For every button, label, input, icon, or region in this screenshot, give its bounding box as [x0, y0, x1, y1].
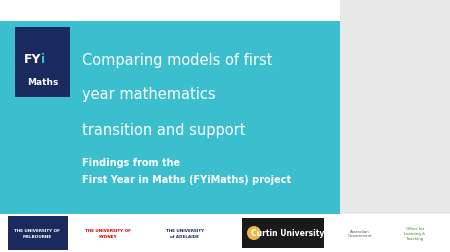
Text: FY: FY	[24, 53, 41, 66]
Bar	[0, 214, 450, 252]
Text: i: i	[41, 53, 45, 66]
Text: THE UNIVERSITY
of ADELAIDE: THE UNIVERSITY of ADELAIDE	[166, 229, 204, 238]
Bar	[340, 22, 450, 214]
Bar	[8, 216, 68, 250]
Text: Office for
Learning &
Teaching: Office for Learning & Teaching	[405, 227, 426, 240]
Circle shape	[247, 226, 261, 240]
Text: Maths: Maths	[27, 78, 58, 87]
Text: year mathematics: year mathematics	[82, 87, 216, 102]
Bar	[242, 218, 324, 248]
Bar	[340, 0, 450, 22]
Text: THE UNIVERSITY OF
SYDNEY: THE UNIVERSITY OF SYDNEY	[85, 229, 131, 238]
Text: transition and support: transition and support	[82, 122, 246, 137]
Text: Findings from the: Findings from the	[82, 158, 180, 167]
Bar	[15, 28, 70, 98]
Text: Comparing models of first: Comparing models of first	[82, 52, 273, 67]
Text: Australian
Government: Australian Government	[348, 229, 372, 237]
Text: THE UNIVERSITY OF
MELBOURNE: THE UNIVERSITY OF MELBOURNE	[14, 229, 60, 238]
Text: First Year in Maths (FYiMaths) project: First Year in Maths (FYiMaths) project	[82, 174, 291, 184]
Text: Curtin University: Curtin University	[251, 229, 325, 238]
Bar	[0, 22, 340, 214]
